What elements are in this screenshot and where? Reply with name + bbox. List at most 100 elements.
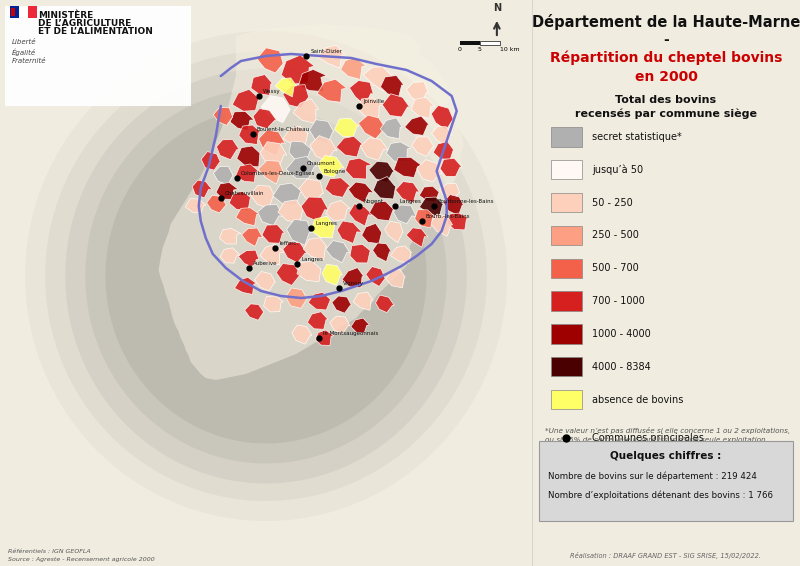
- Polygon shape: [346, 158, 372, 179]
- Ellipse shape: [86, 88, 446, 464]
- Text: N: N: [493, 3, 501, 13]
- Polygon shape: [253, 109, 277, 128]
- Polygon shape: [262, 225, 285, 243]
- Polygon shape: [317, 79, 346, 102]
- Polygon shape: [395, 182, 419, 203]
- Text: -: -: [663, 33, 669, 47]
- Polygon shape: [158, 24, 464, 380]
- Polygon shape: [273, 183, 302, 205]
- Text: Nombre d’exploitations détenant des bovins : 1 766: Nombre d’exploitations détenant des bovi…: [548, 490, 773, 500]
- FancyBboxPatch shape: [550, 357, 582, 376]
- Polygon shape: [394, 157, 422, 178]
- Polygon shape: [318, 156, 344, 177]
- Polygon shape: [293, 98, 318, 123]
- Polygon shape: [411, 137, 434, 156]
- Polygon shape: [330, 316, 350, 333]
- Text: Langres: Langres: [315, 221, 337, 226]
- Polygon shape: [286, 156, 317, 178]
- Polygon shape: [385, 221, 403, 243]
- Polygon shape: [278, 200, 303, 223]
- Polygon shape: [370, 201, 394, 221]
- Text: Réalisation : DRAAF GRAND EST - SIG SRISE, 15/02/2022.: Réalisation : DRAAF GRAND EST - SIG SRIS…: [570, 552, 762, 559]
- FancyBboxPatch shape: [550, 160, 582, 179]
- Polygon shape: [303, 238, 327, 260]
- Polygon shape: [417, 160, 442, 182]
- Polygon shape: [216, 182, 238, 199]
- Polygon shape: [342, 268, 364, 288]
- Bar: [11, 8, 15, 16]
- Polygon shape: [318, 45, 345, 68]
- Polygon shape: [217, 139, 239, 160]
- Polygon shape: [297, 261, 321, 282]
- Text: absence de bovins: absence de bovins: [592, 395, 684, 405]
- Text: 4000 - 8384: 4000 - 8384: [592, 362, 651, 372]
- Polygon shape: [310, 136, 337, 161]
- Polygon shape: [219, 229, 241, 244]
- Polygon shape: [351, 318, 370, 333]
- FancyBboxPatch shape: [550, 324, 582, 344]
- FancyBboxPatch shape: [538, 441, 794, 521]
- Polygon shape: [282, 55, 314, 84]
- Polygon shape: [257, 48, 283, 73]
- Ellipse shape: [106, 109, 426, 444]
- Polygon shape: [350, 245, 371, 263]
- Text: Wassy: Wassy: [263, 89, 281, 94]
- Polygon shape: [350, 80, 374, 105]
- Polygon shape: [286, 288, 307, 308]
- Polygon shape: [326, 200, 350, 221]
- Text: Boulent-le-Château: Boulent-le-Château: [257, 127, 310, 132]
- Polygon shape: [334, 118, 358, 137]
- Polygon shape: [235, 164, 259, 182]
- Polygon shape: [310, 216, 335, 238]
- Polygon shape: [394, 205, 416, 224]
- Text: 10 km: 10 km: [500, 47, 519, 52]
- Ellipse shape: [66, 68, 466, 483]
- Polygon shape: [242, 228, 262, 246]
- Polygon shape: [298, 70, 326, 92]
- FancyBboxPatch shape: [550, 259, 582, 278]
- Ellipse shape: [45, 51, 487, 501]
- Polygon shape: [447, 213, 469, 230]
- Polygon shape: [315, 330, 334, 345]
- Polygon shape: [258, 130, 285, 156]
- Polygon shape: [411, 97, 434, 118]
- Polygon shape: [414, 209, 435, 228]
- Polygon shape: [405, 116, 430, 135]
- Text: Source : Agreste - Recensement agricole 2000: Source : Agreste - Recensement agricole …: [8, 557, 154, 562]
- Polygon shape: [232, 89, 258, 111]
- FancyBboxPatch shape: [550, 127, 582, 147]
- Polygon shape: [276, 264, 302, 285]
- Polygon shape: [301, 197, 329, 222]
- Polygon shape: [380, 118, 402, 139]
- Polygon shape: [406, 228, 428, 247]
- FancyBboxPatch shape: [550, 226, 582, 245]
- Polygon shape: [363, 67, 394, 91]
- Text: MINISTÈRE: MINISTÈRE: [38, 11, 94, 20]
- Text: le Montsaugeonnais: le Montsaugeonnais: [323, 331, 378, 336]
- Text: 0: 0: [458, 47, 462, 52]
- Polygon shape: [374, 177, 396, 199]
- Polygon shape: [369, 161, 394, 183]
- Polygon shape: [419, 186, 440, 201]
- Polygon shape: [349, 204, 373, 226]
- FancyBboxPatch shape: [550, 193, 582, 212]
- Polygon shape: [439, 183, 460, 200]
- Text: Répartition du cheptel bovins
en 2000: Répartition du cheptel bovins en 2000: [550, 51, 782, 84]
- Polygon shape: [332, 296, 352, 313]
- Polygon shape: [263, 296, 283, 312]
- Text: Langres: Langres: [301, 257, 323, 262]
- Text: Saint-Dizier: Saint-Dizier: [310, 49, 342, 54]
- Polygon shape: [431, 126, 452, 145]
- Polygon shape: [434, 142, 454, 159]
- Polygon shape: [307, 312, 328, 329]
- Polygon shape: [443, 195, 463, 216]
- Polygon shape: [362, 224, 382, 243]
- Polygon shape: [440, 158, 462, 177]
- Text: lefforc.: lefforc.: [279, 241, 298, 246]
- Text: jusqu’à 50: jusqu’à 50: [592, 165, 643, 175]
- Polygon shape: [386, 142, 411, 161]
- Text: Langres: Langres: [399, 199, 422, 204]
- Text: Auberive: Auberive: [253, 261, 278, 266]
- Polygon shape: [282, 85, 309, 108]
- Polygon shape: [359, 98, 383, 118]
